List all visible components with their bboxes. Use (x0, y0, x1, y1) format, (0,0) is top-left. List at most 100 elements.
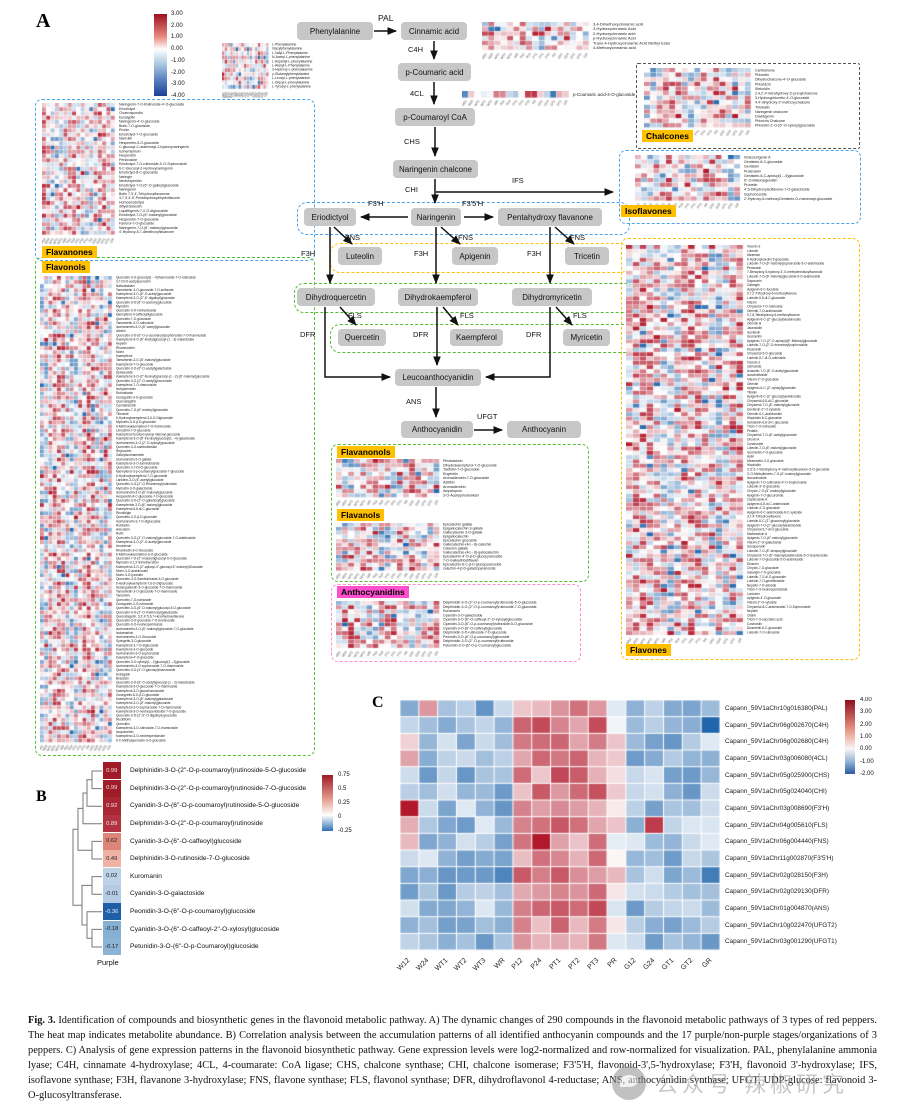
compound-label: 3,7,3',4',5'-Pentahydroxydihydroflavone (119, 196, 180, 201)
compound-label: Quercetin-3-O-Sambubioside-5-O-glucoside (116, 577, 179, 582)
compound-label: Nicotiflorin (116, 718, 131, 722)
compound-label: Kaempferol-3-O-neohesperidoside-7-O-gluc… (116, 709, 186, 714)
compound-label: Apigenin-6-C-arabinoside-8-C-xyloside (747, 510, 803, 515)
colorbar-tick: -3.00 (171, 81, 185, 88)
compound-label: Tamarixetin-3-O-(6''-malonyl)glucoside (116, 358, 171, 363)
gene-label: Capann_59V1aChr04g005610(FLS) (724, 821, 828, 829)
heatmap-p-coumaric-glucoside: p-Coumaric acid-4-O-glucoside (462, 91, 635, 111)
badge-flavonols: Flavonols (42, 261, 90, 273)
panel-a-label: A (36, 10, 51, 32)
compound-label: Eriodictyol-7-O-(6''-malonyl)glucoside (119, 213, 177, 218)
compound-label: Isorhamnetin-3-O-(2''-O-xylosyl)glucosid… (116, 441, 175, 445)
enzyme-dfr-2: DFR (413, 330, 429, 339)
heatmap-cells (222, 43, 270, 103)
compound-label: Isorhamnetin-3-O-(6''-acetyl)glucoside (116, 325, 170, 330)
compound-label: Quercetin-3-O-(2'',6''-O-digalloyl)-gluc… (116, 714, 178, 718)
compound-label: Kaempferol-3-O-glucoside (116, 647, 154, 652)
compound-label: 3,7-Di-O-acetylquercetin (116, 280, 151, 284)
compound-label: Cyanidin-3-O-(6''-O-caffeoyl-2''-O-xylos… (443, 618, 523, 622)
node-dihydromyricetin: Dihydromyricetin (512, 288, 592, 306)
compound-label: Apigenin-6-C-(2''-xylosyl)glucoside (747, 386, 796, 391)
compound-label: Naringenin-4'-O-glucoside (119, 120, 160, 124)
compound-label: Naringin (119, 175, 133, 179)
gene-label: Capann_59V1aChr03g006080(4CL) (724, 754, 828, 762)
colorbar-tick: -1.00 (860, 758, 874, 765)
compound-label: Isorhamnetin-3-O-Glucoside (116, 635, 157, 640)
compound-label: Gallocatechin-(4α→8)-catechin (443, 543, 492, 547)
colorbar-tick: 0 (338, 814, 342, 820)
compound-label: Vitexin (747, 300, 757, 305)
compound-label: Nepitrin (747, 609, 759, 614)
enzyme-f3h-1: F3H (301, 249, 316, 258)
compound-label: Dihydrokaempferol-7-O-glucoside (443, 462, 497, 468)
compound-label: cetinoside (747, 365, 762, 369)
compound-label: Isoorientin-7-O-glucoside (747, 450, 783, 455)
heatmap-colorbar-a (154, 14, 167, 96)
heatmap-flavones: Vicenin-3 Luteolin Mearnsin 6-Hydroxyluteol… (626, 245, 829, 649)
compound-label: Quercetin-3-O-robinobioside (116, 309, 157, 313)
compound-label: Quercetin-3-O-β-D-glucoside (116, 515, 158, 520)
compound-label: L-Valyl-L-Phenylalanine (272, 51, 308, 55)
compound-label: L-Leucyl-L-phenylalanine (272, 76, 310, 81)
compound-label: Morin-3-O-arabinoside (116, 569, 148, 573)
compound-label: Amurensin (116, 544, 132, 549)
compound-label: Luteolin-7,3'-di-O-glucoside (747, 575, 786, 579)
compound-label: Isorhamnetin-3-O-(6''-malonyl)glucoside (116, 490, 173, 495)
anthocyanin-compound-label: Cyanidin-3-O-(6''-O-caffeoyl)glucoside (130, 837, 242, 845)
anthocyanin-compound-label: Delphinidin-3-O-(2''-O-p-coumaroyl)rutin… (130, 784, 307, 792)
correlation-cell: 0.62 (103, 832, 121, 850)
compound-label: Myricetin-3-O-β-D-glucoside (116, 420, 157, 425)
compound-label: Neohesperidin (119, 179, 142, 184)
heatmap-anthocyanidins: Delphinidin-3-O-(2''-O-p-coumaroyl)rutin… (336, 601, 537, 662)
compound-label: 3-O-Acetylpinobanksin (443, 492, 480, 498)
compound-label: Orientin-7-O-arabinoside (747, 309, 783, 313)
heatmap-cells (336, 523, 441, 584)
compound-label: Chryseriol-5,7-di-O-glucoside (747, 528, 789, 532)
enzyme-fls-2: FLS (460, 311, 474, 320)
compound-label: Trans-4-Hydroxycinnamic Acid Methyl Este… (593, 40, 671, 46)
compound-label: Petunidin-3-O-(6''-O-p-Coumaroyl)glucosi… (443, 643, 512, 648)
badge-flavones: Flavones (626, 644, 671, 656)
compound-label: Rotundianin (116, 391, 134, 396)
compound-label: Orientin B (747, 322, 762, 326)
compound-label: Kaempferol-3-O-rutinoside-7-O-rhamnoside (116, 726, 178, 730)
compound-label: Hesperetin-8-C-glucoside-7-O-glucoside (116, 495, 174, 499)
compound-label: catechin-4-β-D-galactopyranoside (443, 567, 496, 571)
colorbar-tick: 2.00 (860, 721, 872, 728)
colorbar-tick: -2.00 (171, 69, 185, 76)
compound-label: 3'-O-Methyltricetin-7-O-(6''-malonyl)glu… (747, 472, 811, 476)
flavones-box (621, 238, 860, 660)
compound-label: Kaempferol-7-O-glucoside (116, 362, 154, 367)
compound-label: Phlorizin Chalcone (755, 118, 785, 124)
compound-label: Kaempferide-3-O-(6''-malonyl)glucoside (116, 503, 173, 507)
colorbar-tick: -0.25 (338, 828, 352, 834)
compound-label: Cosmosiin (747, 622, 762, 626)
compound-label: Epicatechin-6-C-β-D-glucopyranoside (443, 563, 502, 567)
compound-label: Tilianin (747, 390, 758, 395)
compound-label: Chryseriol-7-O-(6''-acetyl)glucoside (747, 433, 797, 438)
compound-label: Hesperetin (119, 154, 136, 158)
compound-label: Luteolin-4'-O-glucoside (747, 506, 780, 511)
watermark-text-1: 公众号 (656, 1072, 735, 1097)
compound-label: Luteolin-7-O-glucoside-5-O-arabinoside (747, 558, 804, 562)
compound-label: Luteolin (747, 249, 759, 253)
compound-label: Catechin gallate (443, 547, 469, 551)
compound-label: Narirutin (119, 137, 133, 141)
compound-label: Spiraeoside (116, 371, 133, 375)
compound-label: Myricetin-3,7,3'-trimethyl ether (116, 561, 159, 565)
compound-label: Vitexin-2''-O-xyloside (747, 600, 777, 605)
compound-label: L-Glycyl-L-phenylalanine (272, 80, 310, 85)
gene-label: Capann_59V1aChr06g004440(FNS) (724, 838, 829, 846)
compound-label: Quercetin-3-O-(4''-O-glucosyl)rhamnoside (116, 668, 176, 673)
heatmap-row-labels: Iristectorigenin A Genistein-8-C-glucosid… (744, 155, 832, 201)
compound-label: L-Tyrosyl-L-phenylalanine (272, 85, 311, 89)
compound-label: 6-Methoxykaempferol-3-O-glucoside (116, 552, 168, 557)
compound-label: Quercetin-3-O-(6''-O-malonyl)glucosyl-5-… (116, 606, 191, 611)
enzyme-pal: PAL (378, 13, 394, 23)
compound-label: Quercetin-3-O-sambubioside (116, 445, 158, 449)
compound-label: Quercetin-3-O-glucoside-7-O-rhamnoside (116, 619, 175, 623)
compound-label: Butin 7,3',4'-Trihydroxyflavanone (119, 192, 170, 196)
compound-label: Quercitrin (116, 722, 130, 726)
colorbar-tick: -1.00 (171, 57, 185, 64)
node-tricetin: Tricetin (565, 247, 609, 265)
